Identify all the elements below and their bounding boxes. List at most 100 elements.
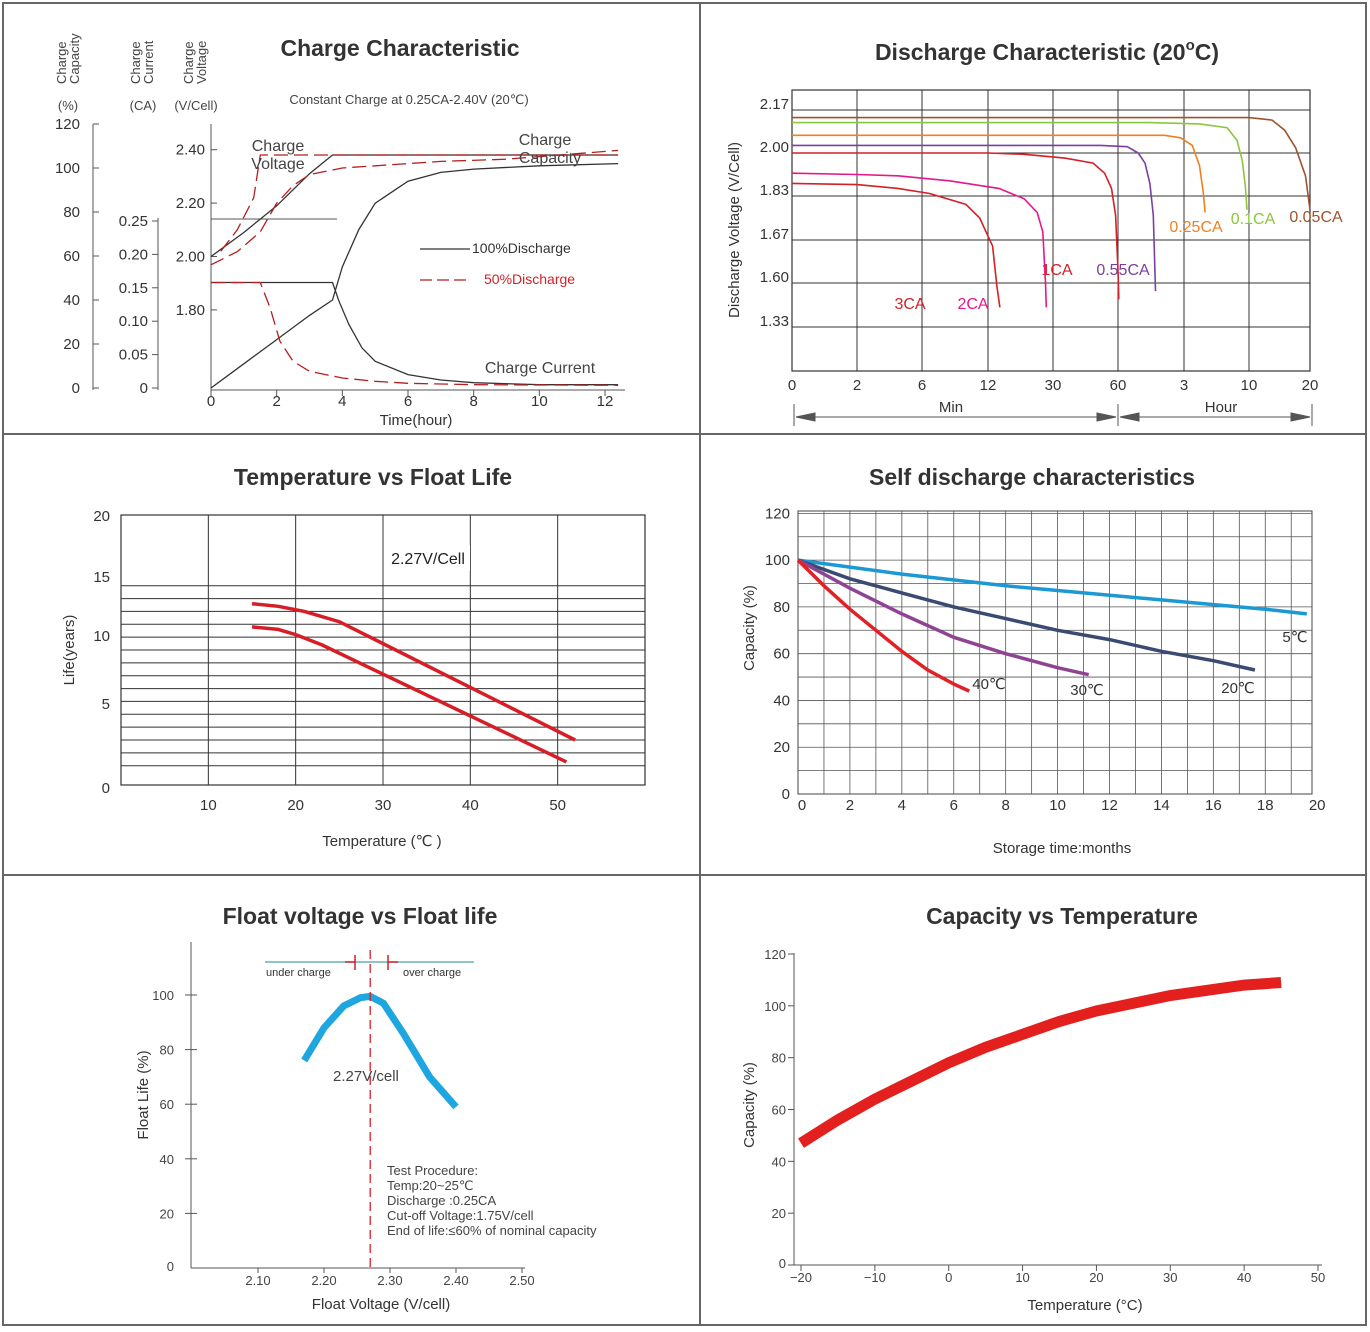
chart1-title: Charge Characteristic: [280, 35, 519, 61]
c4-series-label: 40℃: [972, 676, 1006, 693]
c6-x-tick-label: −10: [864, 1270, 886, 1285]
c1-capacity-tick-label: 120: [55, 116, 80, 133]
chart2-title-degree: o: [1186, 37, 1195, 54]
c4-x-tick-label: 6: [950, 797, 958, 814]
chart3-grid: [121, 515, 645, 785]
c1-current-tick-label: 0.15: [119, 280, 148, 297]
c1-curve-current-dashed: [211, 281, 619, 386]
c4-y-tick-label: 80: [773, 599, 790, 616]
chart4-curves: [796, 558, 1307, 693]
chart-discharge-characteristic: Discharge Characteristic (20oC) 0 2 6 12 30 6…: [726, 37, 1343, 426]
chart2-min-range-label: Min: [939, 399, 963, 416]
c4-x-tick-label: 12: [1101, 797, 1118, 814]
c4-y-tick-label: 20: [773, 739, 790, 756]
voltage-axis-unit: (V/Cell): [174, 98, 217, 113]
charge-current-label: Charge Current: [485, 360, 596, 377]
c6-y-tick-label: 40: [772, 1154, 786, 1169]
c3-x-tick-label: 20: [287, 797, 304, 814]
c5-x-tick-label: 2.30: [377, 1273, 402, 1288]
chart6-ticks: −20 −10 0 10 20 30 40 50 0 20 40 60 80 100 120: [764, 947, 1325, 1285]
c2-curve-label-3CA: 3CA: [894, 296, 925, 313]
c4-x-tick-label: 16: [1205, 797, 1222, 814]
c6-capacity-curve: [798, 977, 1282, 1148]
c2-curve-0.55CA: [792, 144, 1157, 292]
current-axis-header-1: Charge: [128, 41, 143, 84]
c6-x-tick-label: 50: [1311, 1270, 1325, 1285]
test-procedure-notes: Test Procedure: Temp:20~25℃ Discharge :0…: [387, 1163, 597, 1238]
c5-y-tick-label: 80: [160, 1043, 174, 1058]
c4-x-tick-label: 18: [1257, 797, 1274, 814]
c5-x-tick-label: 2.20: [311, 1273, 336, 1288]
c4-x-tick-label: 2: [846, 797, 854, 814]
c3-curve-upper: [251, 601, 576, 742]
c2-y-tick-label: 1.60: [760, 269, 789, 286]
chart1-ticks: 0 2 4 6 8 10 1202040608010012000.050.100.150.2…: [55, 116, 613, 410]
c6-x-tick-label: 30: [1163, 1270, 1177, 1285]
c2-curve-label-0.25CA: 0.25CA: [1169, 219, 1223, 236]
c4-curve-40℃: [796, 558, 971, 693]
chart3-ticks: 10 20 30 40 50 0 5 10 15 20: [93, 508, 566, 814]
legend-label-50-discharge: 50%Discharge: [484, 271, 575, 287]
chart1-subtitle: Constant Charge at 0.25CA-2.40V (20℃): [289, 92, 528, 107]
chart4-ticks: 0 2 4 6 8 10 12 14 16 18 20 0 20 40 60 80 100 120: [765, 505, 1326, 814]
chart2-grid: [792, 90, 1310, 371]
c1-voltage-tick-label: 1.80: [176, 302, 205, 319]
c3-y-tick-label: 20: [93, 508, 110, 525]
c6-y-tick-label: 80: [772, 1051, 786, 1066]
chart4-y-axis-label: Capacity (%): [741, 585, 758, 671]
c2-curve-2CA: [791, 172, 1048, 308]
c1-voltage-tick-label: 2.20: [176, 195, 205, 212]
c3-y-tick-label: 10: [93, 628, 110, 645]
c2-x-tick-label: 12: [980, 377, 997, 394]
chart1-axis-headers: Charge Capacity (%) Charge Current (CA) …: [54, 33, 218, 113]
c5-x-tick-label: 2.50: [509, 1273, 534, 1288]
chart6-axes: [793, 953, 1322, 1266]
c4-y-tick-label: 120: [765, 505, 790, 522]
c1-voltage-tick-label: 2.00: [176, 249, 205, 266]
c1-x-tick-label: 8: [469, 393, 477, 410]
c3-y-tick-label: 0: [102, 780, 110, 797]
chart2-ticks: 0 2 6 12 30 60 3 10 20 2.17 2.00 1.83 1.67 1.60 1.33: [760, 96, 1319, 394]
c4-x-tick-label: 10: [1049, 797, 1066, 814]
c1-capacity-tick-label: 40: [63, 292, 80, 309]
c1-x-tick-label: 10: [531, 393, 548, 410]
c5-y-tick-label: 0: [167, 1259, 174, 1274]
chart3-annotation-box: [386, 545, 470, 571]
c4-y-tick-label: 40: [773, 692, 790, 709]
c6-y-tick-label: 60: [772, 1103, 786, 1118]
over-charge-label: over charge: [403, 967, 461, 979]
c2-curve-0.05CA: [792, 116, 1311, 210]
c1-current-tick-label: 0: [140, 380, 148, 397]
c5-x-tick-label: 2.40: [443, 1273, 468, 1288]
c5-float-life-curve: [301, 992, 459, 1110]
c1-capacity-tick-label: 0: [72, 380, 80, 397]
c2-x-tick-label: 2: [853, 377, 861, 394]
chart6-x-axis-label: Temperature (°C): [1027, 1297, 1142, 1314]
chart2-title-end: C): [1195, 39, 1219, 65]
c1-capacity-tick-label: 80: [63, 204, 80, 221]
current-axis-unit: (CA): [130, 98, 157, 113]
c3-x-tick-label: 50: [549, 797, 566, 814]
chart5-y-axis-label: Float Life (%): [135, 1050, 152, 1139]
legend-label-100-discharge: 100%Discharge: [472, 240, 571, 256]
chart-temperature-vs-float-life: Temperature vs Float Life 10 20 30 40 500510…: [61, 464, 646, 850]
c6-x-tick-label: 40: [1237, 1270, 1251, 1285]
chart5-peak-annotation: 2.27V/cell: [333, 1068, 399, 1085]
c1-current-tick-label: 0.25: [119, 213, 148, 230]
c1-capacity-tick-label: 100: [55, 160, 80, 177]
under-charge-label: under charge: [266, 967, 331, 979]
c1-curve-capacity-dashed: [210, 149, 619, 266]
c2-x-tick-label: 6: [918, 377, 926, 394]
c6-y-tick-label: 20: [772, 1206, 786, 1221]
c2-x-tick-label: 60: [1110, 377, 1127, 394]
test-procedure-line-1: Test Procedure:: [387, 1163, 478, 1178]
chart4-title: Self discharge characteristics: [869, 464, 1195, 490]
c1-current-tick-label: 0.20: [119, 246, 148, 263]
c2-y-tick-label: 2.00: [760, 139, 789, 156]
c6-x-tick-label: −20: [790, 1270, 812, 1285]
c1-voltage-tick-label: 2.40: [176, 142, 205, 159]
capacity-axis-header-2: Capacity: [67, 33, 82, 84]
current-axis-header-2: Current: [141, 40, 156, 84]
chart5-charge-range-markers: [265, 955, 474, 970]
